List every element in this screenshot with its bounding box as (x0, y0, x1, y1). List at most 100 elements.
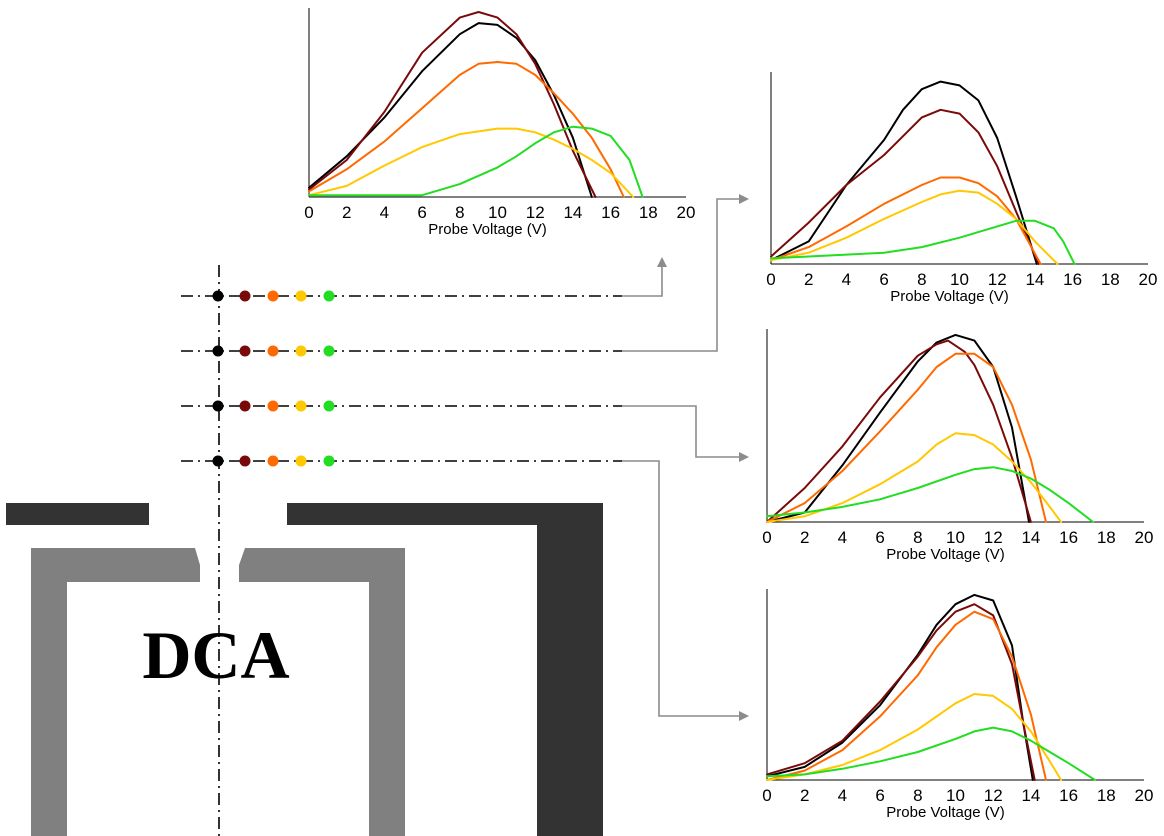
dca-apparatus: DCA (6, 265, 603, 836)
x-tick-label: 2 (804, 270, 813, 289)
probe-point-yellow (295, 290, 307, 302)
x-tick-label: 16 (1059, 786, 1078, 805)
x-axis-label: Probe Voltage (V) (428, 221, 546, 238)
arrowhead-icon (739, 711, 749, 721)
x-tick-label: 16 (601, 203, 620, 222)
series-line-3 (766, 352, 1047, 523)
inner-electrode-right (239, 548, 405, 836)
x-tick-label: 4 (838, 528, 847, 547)
x-tick-label: 8 (455, 203, 464, 222)
probe-point-black (212, 400, 224, 412)
probe-point-green (323, 290, 335, 302)
outer-electrode-right-plate (287, 503, 603, 525)
probe-row-2 (181, 345, 622, 357)
probe-point-dark-red (239, 400, 251, 412)
x-tick-label: 8 (913, 528, 922, 547)
x-tick-label: 2 (342, 203, 351, 222)
x-tick-label: 14 (563, 203, 582, 222)
probe-point-orange (267, 345, 279, 357)
connector-row-4 (622, 460, 749, 721)
x-tick-label: 0 (762, 786, 771, 805)
x-tick-label: 4 (838, 786, 847, 805)
x-tick-label: 10 (946, 786, 965, 805)
x-tick-label: 0 (766, 270, 775, 289)
x-tick-label: 18 (1097, 786, 1116, 805)
series-line-4 (766, 432, 1063, 523)
series-line-4 (770, 189, 1059, 265)
probe-point-orange (267, 290, 279, 302)
probe-point-orange (267, 455, 279, 467)
probe-point-black (212, 455, 224, 467)
probe-point-yellow (295, 455, 307, 467)
probe-row-4 (181, 455, 622, 467)
connector-row-3 (622, 405, 749, 462)
arrowhead-icon (739, 194, 749, 204)
x-tick-label: 18 (1097, 528, 1116, 547)
series-line-5 (308, 125, 644, 198)
inner-electrode-left (31, 548, 200, 836)
x-tick-label: 18 (1101, 270, 1120, 289)
x-tick-label: 0 (304, 203, 313, 222)
dca-label: DCA (142, 617, 289, 693)
probe-chart-2: 0 2 4 6 8 10 12 14 16 18 20 Probe Voltage (V) (766, 72, 1157, 305)
x-tick-label: 8 (913, 786, 922, 805)
x-tick-label: 6 (875, 528, 884, 547)
x-tick-label: 0 (762, 528, 771, 547)
series-line-1 (308, 22, 593, 198)
series-line-1 (770, 80, 1038, 265)
series-line-3 (770, 176, 1042, 265)
x-axis-label: Probe Voltage (V) (886, 546, 1004, 563)
series-line-5 (766, 726, 1096, 781)
series-line-5 (770, 219, 1076, 265)
x-tick-label: 20 (677, 203, 696, 222)
x-tick-label: 12 (984, 528, 1003, 547)
probe-point-black (212, 345, 224, 357)
x-tick-label: 14 (1025, 270, 1044, 289)
series-line-2 (770, 108, 1040, 265)
probe-chart-4: 0 2 4 6 8 10 12 14 16 18 20 Probe Voltage (V) (762, 589, 1153, 821)
arrowhead-icon (657, 257, 667, 267)
x-tick-label: 20 (1139, 270, 1158, 289)
probe-rows (181, 290, 622, 467)
series-line-4 (766, 693, 1063, 781)
arrowhead-icon (739, 452, 749, 462)
x-tick-label: 2 (800, 786, 809, 805)
x-tick-label: 20 (1135, 786, 1154, 805)
series-line-3 (308, 61, 625, 198)
probe-row-3 (181, 400, 622, 412)
x-tick-label: 16 (1063, 270, 1082, 289)
x-tick-label: 20 (1135, 528, 1154, 547)
series-line-2 (766, 603, 1036, 781)
x-tick-label: 4 (380, 203, 389, 222)
x-tick-label: 10 (946, 528, 965, 547)
probe-chart-3: 0 2 4 6 8 10 12 14 16 18 20 Probe Voltage (V) (762, 329, 1153, 563)
x-tick-label: 14 (1021, 528, 1040, 547)
x-tick-label: 14 (1021, 786, 1040, 805)
x-tick-label: 6 (875, 786, 884, 805)
probe-point-dark-red (239, 455, 251, 467)
probe-point-dark-red (239, 290, 251, 302)
connector-row-1 (622, 257, 667, 297)
x-tick-label: 4 (842, 270, 851, 289)
x-tick-label: 6 (417, 203, 426, 222)
probe-point-green (323, 455, 335, 467)
x-tick-label: 8 (917, 270, 926, 289)
x-tick-label: 12 (984, 786, 1003, 805)
x-axis-label: Probe Voltage (V) (890, 288, 1008, 305)
x-axis-label: Probe Voltage (V) (886, 804, 1004, 821)
outer-electrode-left-plate (6, 503, 149, 525)
probe-point-yellow (295, 400, 307, 412)
probe-point-green (323, 345, 335, 357)
connector-row-2 (622, 194, 749, 352)
probe-point-green (323, 400, 335, 412)
probe-point-yellow (295, 345, 307, 357)
x-tick-label: 18 (639, 203, 658, 222)
x-tick-label: 12 (988, 270, 1007, 289)
probe-point-orange (267, 400, 279, 412)
series-line-2 (308, 11, 597, 198)
probe-point-dark-red (239, 345, 251, 357)
outer-electrode-right-wall (537, 503, 603, 836)
probe-row-1 (181, 290, 622, 302)
